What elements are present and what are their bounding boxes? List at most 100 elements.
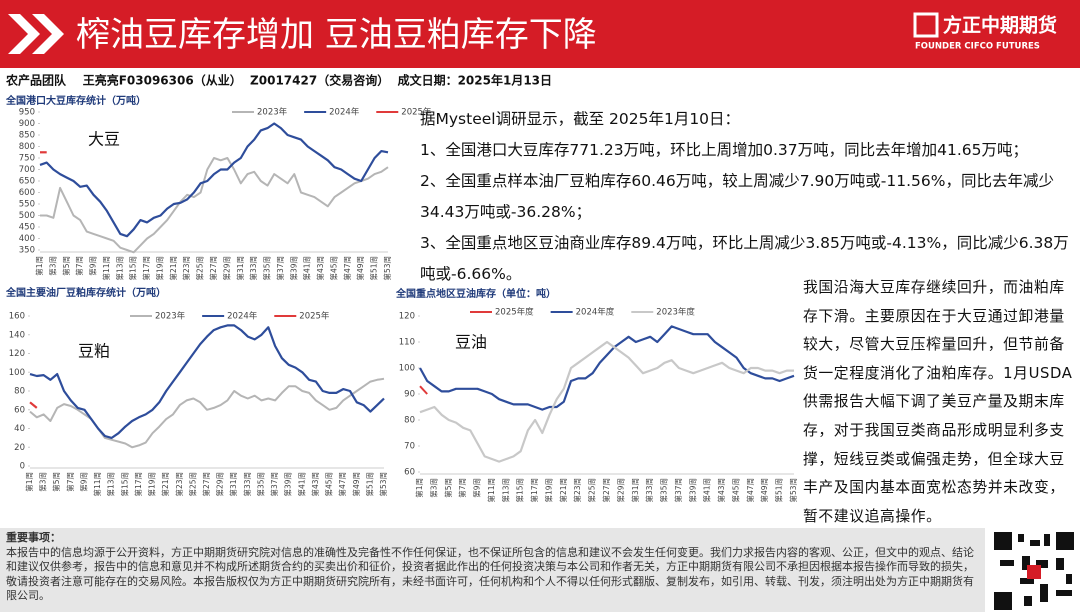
- series-line: [40, 157, 389, 254]
- x-tick-label: 第45周: [324, 472, 334, 497]
- y-tick-label: 140: [9, 330, 25, 340]
- x-tick-label: 第17周: [141, 256, 151, 281]
- chart-annotation: 豆油: [455, 333, 487, 352]
- x-tick-label: 第15周: [515, 478, 525, 503]
- x-tick-label: 第23周: [181, 256, 191, 281]
- x-tick-label: 第41周: [296, 472, 306, 497]
- disclaimer-body: 本报告中的信息均源于公开资料，方正中期期货研究院对信息的准确性及完备性不作任何保…: [6, 545, 974, 603]
- legend-label: 2025年: [401, 107, 432, 118]
- x-tick-label: 第37周: [275, 256, 285, 281]
- byline: 农产品团队 王亮亮F03096306（从业） Z0017427（交易咨询） 成文…: [5, 73, 552, 88]
- y-tick-label: 950: [19, 108, 35, 118]
- x-tick-label: 第13周: [500, 478, 510, 503]
- series-line: [29, 324, 385, 439]
- header-bar: [0, 0, 1080, 68]
- y-tick-label: 90: [404, 390, 415, 400]
- logo-en: FOUNDER CIFCO FUTURES: [915, 42, 1040, 52]
- y-tick-label: 120: [9, 349, 25, 359]
- x-tick-label: 第1周: [24, 472, 34, 492]
- x-tick-label: 第43周: [310, 472, 320, 497]
- x-tick-label: 第5周: [443, 478, 453, 498]
- x-tick-label: 第51周: [364, 472, 374, 497]
- y-tick-label: 600: [19, 188, 35, 198]
- y-tick-label: 40: [14, 424, 25, 434]
- y-tick-label: 70: [404, 442, 415, 452]
- x-tick-label: 第41周: [302, 256, 312, 281]
- x-tick-label: 第23周: [572, 478, 582, 503]
- qr-code: [994, 532, 1074, 610]
- x-tick-label: 第5周: [51, 472, 61, 492]
- y-tick-label: 900: [19, 119, 35, 129]
- x-tick-label: 第15周: [119, 472, 129, 497]
- x-tick-label: 第35周: [262, 256, 272, 281]
- x-tick-label: 第43周: [315, 256, 325, 281]
- y-tick-label: 60: [14, 405, 25, 415]
- logo-cn: 方正中期期货: [943, 14, 1057, 37]
- x-tick-label: 第53周: [788, 478, 798, 503]
- series-line: [29, 377, 385, 449]
- x-tick-label: 第9周: [78, 472, 88, 492]
- x-tick-label: 第17周: [529, 478, 539, 503]
- x-tick-label: 第47周: [745, 478, 755, 503]
- summary-intro: 据Mysteel调研显示，截至 2025年1月10日：: [420, 110, 741, 128]
- legend-label: 2023年度: [656, 307, 695, 318]
- x-tick-label: 第29周: [215, 472, 225, 497]
- y-tick-label: 450: [19, 223, 35, 233]
- series-line: [419, 340, 794, 463]
- x-tick-label: 第53周: [378, 472, 388, 497]
- x-tick-label: 第49周: [351, 472, 361, 497]
- x-tick-label: 第1周: [34, 256, 44, 276]
- x-tick-label: 第17周: [133, 472, 143, 497]
- x-tick-label: 第19周: [154, 256, 164, 281]
- series-line: [419, 385, 428, 395]
- x-tick-label: 第27周: [601, 478, 611, 503]
- legend-label: 2023年: [155, 311, 186, 322]
- x-tick-label: 第39周: [288, 256, 298, 281]
- series-line: [29, 401, 38, 409]
- chart-annotation: 大豆: [88, 130, 120, 149]
- series-line: [39, 122, 389, 238]
- x-tick-label: 第33周: [248, 256, 258, 281]
- y-tick-label: 160: [9, 312, 25, 322]
- legend-label: 2023年: [257, 107, 288, 118]
- chart-title: 全国港口大豆库存统计（万吨）: [5, 94, 146, 107]
- disclaimer-box: [0, 528, 985, 612]
- x-tick-label: 第7周: [74, 256, 84, 276]
- x-tick-label: 第1周: [414, 478, 424, 498]
- x-tick-label: 第23周: [174, 472, 184, 497]
- x-tick-label: 第31周: [228, 472, 238, 497]
- legend-label: 2024年: [227, 311, 258, 322]
- chart-title: 全国主要油厂豆粕库存统计（万吨）: [5, 286, 166, 299]
- x-tick-label: 第25周: [587, 478, 597, 503]
- x-tick-label: 第53周: [382, 256, 392, 281]
- legend-label: 2024年度: [576, 307, 615, 318]
- x-tick-label: 第15周: [128, 256, 138, 281]
- y-tick-label: 120: [399, 312, 415, 322]
- y-tick-label: 100: [9, 368, 25, 378]
- x-tick-label: 第7周: [457, 478, 467, 498]
- x-tick-label: 第49周: [355, 256, 365, 281]
- x-tick-label: 第11周: [486, 478, 496, 503]
- legend-label: 2024年: [329, 107, 360, 118]
- x-tick-label: 第45周: [328, 256, 338, 281]
- disclaimer: 重要事项： 本报告中的信息均源于公开资料，方正中期期货研究院对信息的准确性及完备…: [6, 531, 981, 604]
- y-tick-label: 700: [19, 165, 35, 175]
- y-tick-label: 100: [399, 364, 415, 374]
- summary-point: 3、全国重点地区豆油商业库存89.4万吨，环比上周减少3.85万吨或-4.13%…: [420, 234, 1069, 283]
- x-tick-label: 第3周: [428, 478, 438, 498]
- x-tick-label: 第49周: [759, 478, 769, 503]
- y-tick-label: 80: [14, 387, 25, 397]
- y-tick-label: 500: [19, 211, 35, 221]
- x-tick-label: 第45周: [730, 478, 740, 503]
- x-tick-label: 第19周: [147, 472, 157, 497]
- x-tick-label: 第29周: [615, 478, 625, 503]
- summary: 据Mysteel调研显示，截至 2025年1月10日： 1、全国港口大豆库存77…: [420, 104, 1075, 290]
- x-tick-label: 第51周: [774, 478, 784, 503]
- analysis: 我国沿海大豆库存继续回升，而油粕库存下滑。主要原因在于大豆通过卸港量较大，尽管大…: [803, 279, 1073, 525]
- x-tick-label: 第43周: [716, 478, 726, 503]
- x-tick-label: 第41周: [702, 478, 712, 503]
- legend-label: 2025年度: [495, 307, 534, 318]
- summary-point: 1、全国港口大豆库存771.23万吨，环比上周增加0.37万吨，同比去年增加41…: [420, 141, 1028, 159]
